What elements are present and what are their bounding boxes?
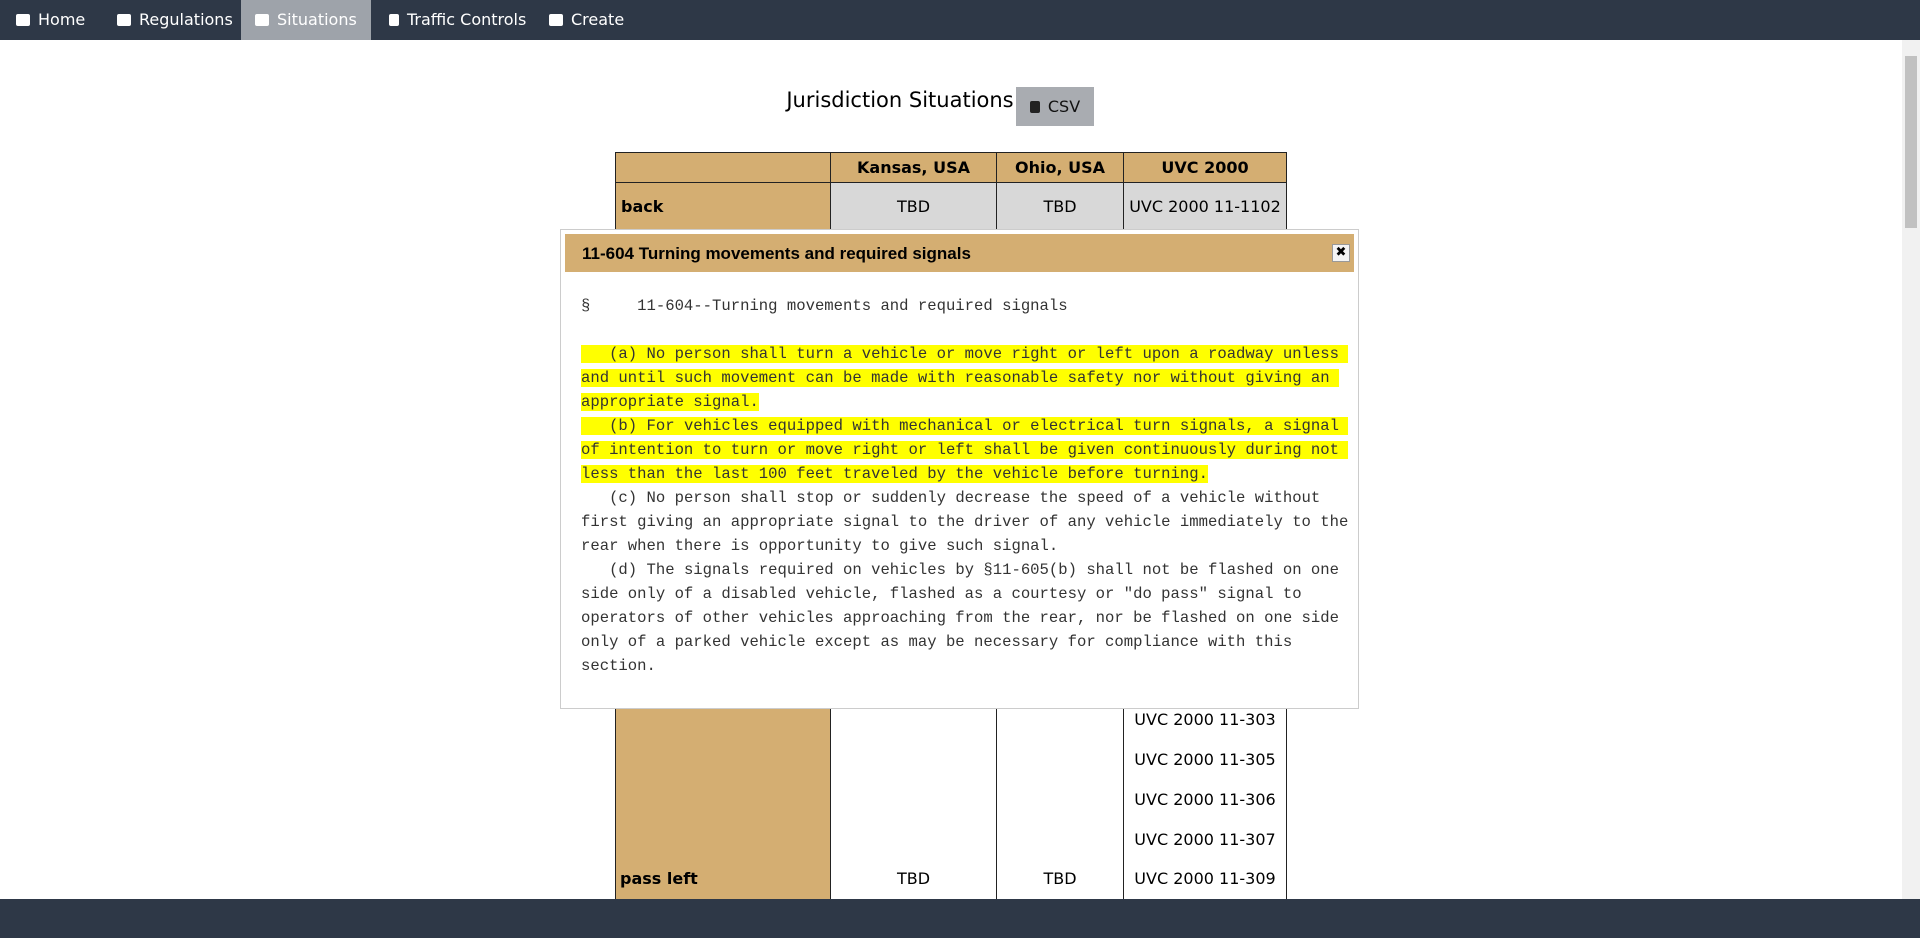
nav-label[interactable]: Regulations	[139, 10, 233, 29]
cell: TBD	[896, 869, 931, 888]
paragraph: (a) No person shall turn a vehicle or mo…	[581, 342, 1351, 414]
uvc-ref: UVC 2000 11-306	[1134, 790, 1276, 809]
nav-label[interactable]: Situations	[277, 10, 357, 29]
header-cell	[615, 152, 831, 183]
nav-bar: Home Regulations Situations Traffic Cont…	[0, 0, 1920, 40]
uvc-ref: UVC 2000 11-309	[1134, 869, 1276, 888]
paragraph-text: (d) The signals required on vehicles by …	[581, 561, 1349, 675]
nav-create[interactable]: Create	[535, 0, 635, 40]
header-cell: UVC 2000	[1123, 152, 1287, 183]
scrollbar[interactable]	[1902, 40, 1920, 899]
scrollbar-thumb[interactable]	[1905, 56, 1917, 228]
paragraph: (b) For vehicles equipped with mechanica…	[581, 414, 1351, 486]
paragraphs: (a) No person shall turn a vehicle or mo…	[581, 342, 1351, 678]
section-heading: § 11-604--Turning movements and required…	[581, 297, 1068, 315]
nav-label[interactable]: Traffic Controls	[407, 10, 527, 29]
paragraph: (d) The signals required on vehicles by …	[581, 558, 1351, 678]
close-button[interactable]: ✖	[1332, 244, 1350, 262]
uvc-ref: UVC 2000 11-305	[1134, 750, 1276, 769]
nav-home[interactable]: Home	[2, 0, 98, 40]
uvc-ref: UVC 2000 11-303	[1134, 710, 1276, 729]
csv-button[interactable]: CSV	[1016, 87, 1094, 126]
header-cell: Kansas, USA	[830, 152, 997, 183]
paragraph-text: (b) For vehicles equipped with mechanica…	[581, 417, 1349, 483]
nav-label[interactable]: Home	[38, 10, 86, 29]
paragraph-text: (a) No person shall turn a vehicle or mo…	[581, 345, 1349, 411]
footer	[0, 899, 1920, 938]
nav-label[interactable]: Create	[571, 10, 625, 29]
cell: TBD	[830, 182, 997, 230]
page-title: Jurisdiction Situations	[786, 88, 1014, 112]
nav-traffic-controls[interactable]: Traffic Controls	[375, 0, 535, 40]
nav-situations[interactable]: Situations	[241, 0, 371, 40]
modal-title: 11-604 Turning movements and required si…	[582, 244, 971, 263]
modal-header: 11-604 Turning movements and required si…	[565, 234, 1354, 272]
paragraph: (c) No person shall stop or suddenly dec…	[581, 486, 1351, 558]
row-label: back	[615, 182, 831, 230]
modal: 11-604 Turning movements and required si…	[560, 229, 1359, 709]
paragraph-text: (c) No person shall stop or suddenly dec…	[581, 489, 1358, 555]
header-cell: Ohio, USA	[996, 152, 1124, 183]
cell: UVC 2000 11-1102	[1123, 182, 1287, 230]
modal-body: § 11-604--Turning movements and required…	[581, 294, 1351, 678]
cell: TBD	[996, 182, 1124, 230]
nav-regulations[interactable]: Regulations	[103, 0, 238, 40]
cell: TBD	[1043, 869, 1077, 888]
row-label: pass left	[620, 869, 698, 888]
button-label[interactable]: CSV	[1047, 97, 1081, 116]
uvc-ref: UVC 2000 11-307	[1134, 830, 1276, 849]
